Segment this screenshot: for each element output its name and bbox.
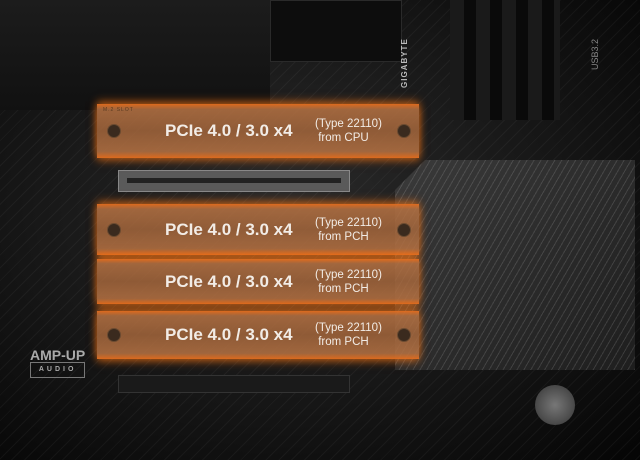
chipset-heatsink [395,160,635,370]
screw-icon [107,124,121,138]
slot-details: (Type 22110) from PCH [315,322,382,348]
screw-icon [107,222,121,237]
m2-slot-4: PCIe 4.0 / 3.0 x4 (Type 22110) from PCH [97,311,419,359]
amp-up-audio-logo: AMP-UP AUDIO [30,348,86,378]
slot-interface: PCIe 4.0 / 3.0 x4 [165,219,293,239]
dimm-slots [450,0,560,120]
brand-label: GIGABYTE [400,38,409,88]
cpu-socket [270,0,402,62]
slot-details: (Type 22110) from PCH [315,268,382,295]
pcie-slot-lower [118,375,350,393]
audio-capacitor [535,385,575,425]
slot-interface: PCIe 4.0 / 3.0 x4 [165,121,293,140]
usb-label: USB3.2 [590,38,600,70]
vrm-heatsink [0,0,270,110]
m2-slot-1: M.2 SLOT PCIe 4.0 / 3.0 x4 (Type 22110) … [97,104,419,158]
screw-icon [397,328,411,342]
pcie-slot [118,170,350,192]
screw-icon [397,222,411,237]
slot-interface: PCIe 4.0 / 3.0 x4 [165,325,293,344]
slot-interface: PCIe 4.0 / 3.0 x4 [165,271,293,291]
slot-details: (Type 22110) from PCH [315,216,382,243]
slot-label: M.2 SLOT [103,107,134,113]
m2-slot-3: PCIe 4.0 / 3.0 x4 (Type 22110) from PCH [97,259,419,304]
screw-icon [107,328,121,342]
slot-details: (Type 22110) from CPU [315,118,382,144]
screw-icon [397,124,411,138]
m2-slot-2: PCIe 4.0 / 3.0 x4 (Type 22110) from PCH [97,204,419,255]
